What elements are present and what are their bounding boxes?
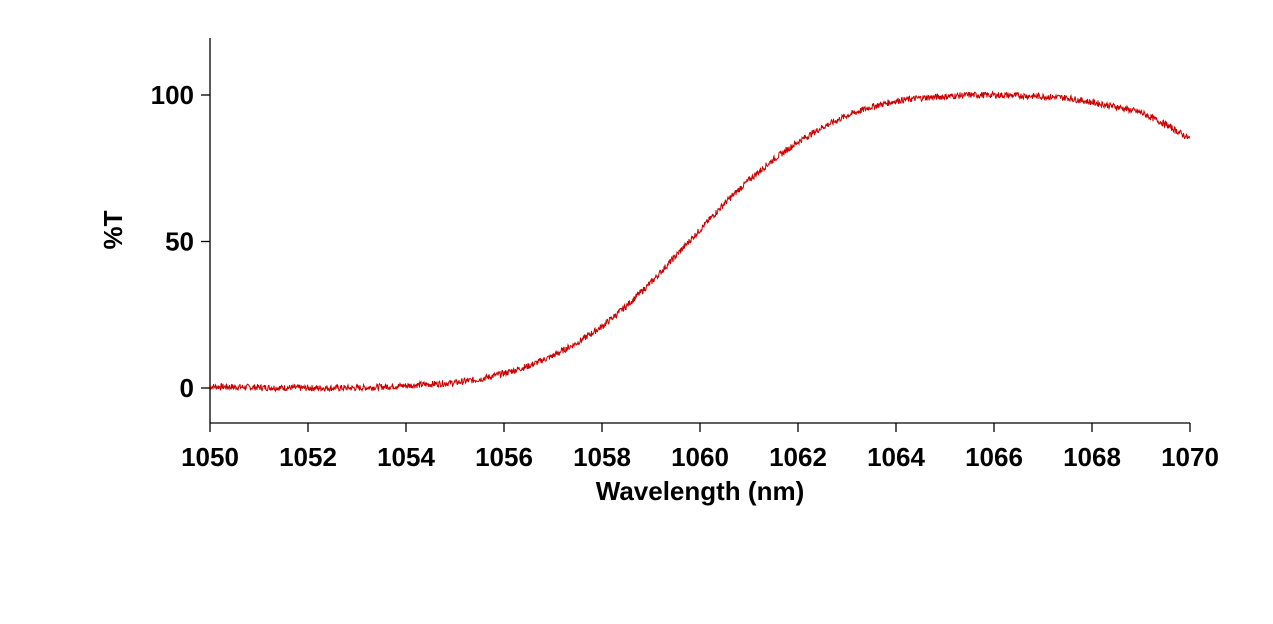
x-tick-label: 1056: [475, 442, 533, 472]
y-tick-label: 50: [165, 227, 194, 257]
y-ticks: 0 50 100: [151, 80, 210, 403]
series-line-transmission: [209, 90, 1191, 393]
x-tick-label: 1052: [279, 442, 337, 472]
x-tick-label: 1060: [671, 442, 729, 472]
x-ticks: 1050 1052 1054 1056 1058 1060 1062 1064 1066 1068…: [181, 423, 1219, 472]
x-tick-label: 1050: [181, 442, 239, 472]
y-tick-label: 100: [151, 80, 194, 110]
y-axis-title: %T: [98, 210, 128, 249]
x-tick-label: 1064: [867, 442, 925, 472]
x-tick-label: 1062: [769, 442, 827, 472]
y-tick-label: 0: [180, 373, 194, 403]
x-tick-label: 1070: [1161, 442, 1219, 472]
x-axis-title: Wavelength (nm): [596, 476, 804, 506]
x-tick-label: 1054: [377, 442, 435, 472]
x-tick-label: 1058: [573, 442, 631, 472]
x-tick-label: 1066: [965, 442, 1023, 472]
x-tick-label: 1068: [1063, 442, 1121, 472]
